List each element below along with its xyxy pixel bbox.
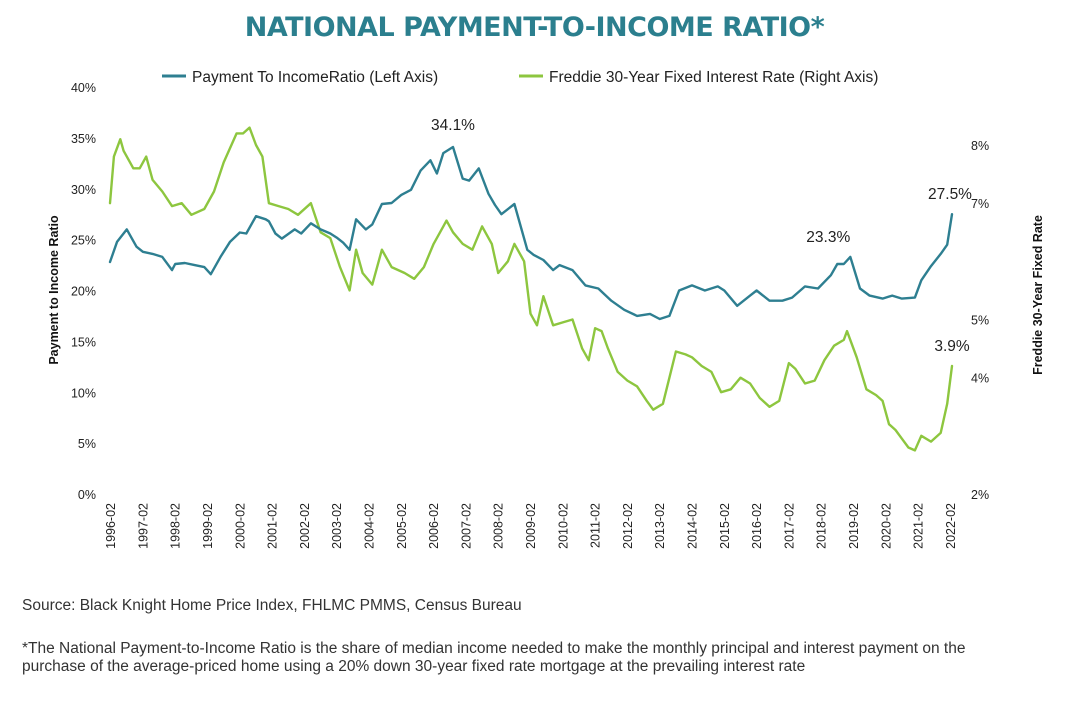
right-tick-label: 5% (971, 314, 989, 328)
series-lines (108, 126, 954, 452)
x-tick-label: 2003-02 (330, 503, 344, 549)
chart-area: Payment To IncomeRatio (Left Axis) Freddi… (47, 69, 1045, 549)
left-y-axis: 0% 5% 10% 15% 20% 25% 30% 35% 40% Payment to Inco… (47, 81, 96, 502)
annotation-label: 27.5% (928, 186, 972, 203)
annotation-label: 34.1% (431, 117, 475, 134)
legend-item-ratio-label: Payment To IncomeRatio (Left Axis) (192, 69, 438, 86)
right-y-axis: 2% 4% 5% 7% 8% Freddie 30-Year Fixed Rate (971, 139, 1045, 502)
annotation-label: 23.3% (806, 229, 850, 246)
right-tick-label: 2% (971, 488, 989, 502)
x-tick-label: 2004-02 (362, 503, 376, 549)
x-tick-label: 1996-02 (104, 503, 118, 549)
x-tick-label: 2008-02 (492, 503, 506, 549)
x-tick-label: 2010-02 (556, 503, 570, 549)
x-axis: 1996-02 1997-02 1998-02 1999-02 2000-02 2001-… (104, 503, 958, 549)
legend-item-rate-label: Freddie 30-Year Fixed Interest Rate (Rig… (549, 69, 878, 86)
right-tick-label: 8% (971, 139, 989, 153)
right-tick-label: 7% (971, 197, 989, 211)
x-tick-label: 2001-02 (266, 503, 280, 549)
right-tick-label: 4% (971, 372, 989, 386)
left-tick-label: 20% (71, 285, 96, 299)
annotations: 34.1% 23.3% 27.5% 3.9% (431, 117, 972, 355)
x-tick-label: 2013-02 (653, 503, 667, 549)
x-tick-label: 2005-02 (395, 503, 409, 549)
left-tick-label: 0% (78, 488, 96, 502)
series-line-payment-to-income (108, 145, 954, 321)
x-tick-label: 1998-02 (169, 503, 183, 549)
footnote: *The National Payment-to-Income Ratio is… (22, 640, 966, 675)
x-tick-label: 1999-02 (201, 503, 215, 549)
x-tick-label: 1997-02 (136, 503, 150, 549)
x-tick-label: 2006-02 (427, 503, 441, 549)
left-tick-label: 40% (71, 81, 96, 95)
legend: Payment To IncomeRatio (Left Axis) Freddi… (162, 69, 878, 86)
x-tick-label: 2019-02 (847, 503, 861, 549)
left-tick-label: 10% (71, 386, 96, 400)
x-tick-label: 2012-02 (621, 503, 635, 549)
x-tick-label: 2021-02 (912, 503, 926, 549)
left-tick-label: 30% (71, 183, 96, 197)
x-tick-label: 2017-02 (782, 503, 796, 549)
x-tick-label: 2007-02 (459, 503, 473, 549)
left-tick-label: 25% (71, 234, 96, 248)
chart-title: NATIONAL PAYMENT-TO-INCOME RATIO* (244, 12, 825, 43)
x-tick-label: 2022-02 (944, 503, 958, 549)
x-tick-label: 2009-02 (524, 503, 538, 549)
left-tick-label: 35% (71, 132, 96, 146)
left-axis-title: Payment to Income Ratio (47, 215, 61, 365)
x-tick-label: 2016-02 (750, 503, 764, 549)
series-line-freddie-rate (108, 126, 954, 452)
x-tick-label: 2011-02 (589, 503, 603, 548)
x-tick-label: 2015-02 (718, 503, 732, 549)
x-tick-label: 2000-02 (233, 503, 247, 549)
source-note: Source: Black Knight Home Price Index, F… (22, 597, 522, 614)
x-tick-label: 2014-02 (685, 503, 699, 549)
x-tick-label: 2018-02 (815, 503, 829, 549)
annotation-label: 3.9% (934, 338, 970, 355)
right-axis-title: Freddie 30-Year Fixed Rate (1031, 215, 1045, 375)
x-tick-label: 2002-02 (298, 503, 312, 549)
left-tick-label: 5% (78, 437, 96, 451)
x-tick-label: 2020-02 (879, 503, 893, 549)
left-tick-label: 15% (71, 335, 96, 349)
